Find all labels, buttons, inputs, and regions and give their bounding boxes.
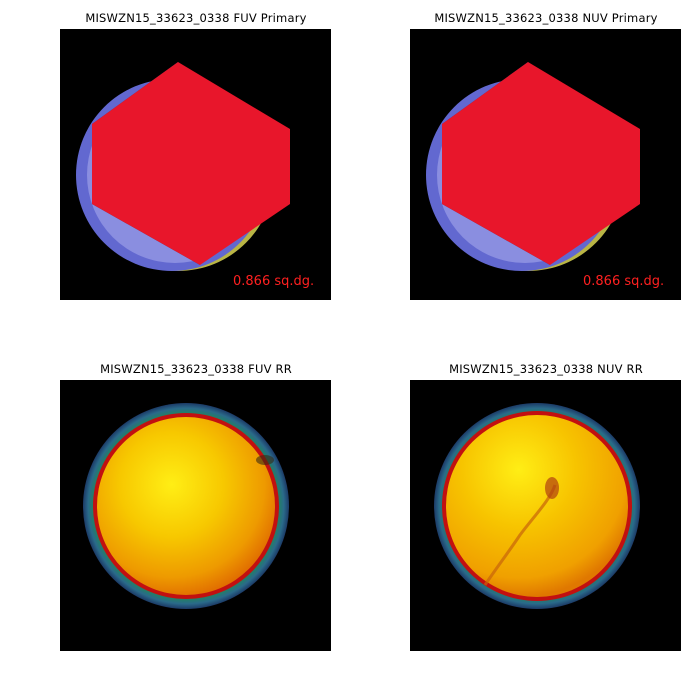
fuv-primary-area-label: 0.866 sq.dg. (233, 274, 315, 289)
nuv-primary-area-label: 0.866 sq.dg. (583, 274, 665, 289)
nuv-rr-title: MISWZN15_33623_0338 NUV RR (449, 362, 643, 376)
fuv-primary-image: 0.866 sq.dg. (60, 29, 331, 300)
nuv-rr-image (410, 380, 681, 651)
fuv-rr-response-disk (97, 417, 275, 595)
nuv-primary-image: 0.866 sq.dg. (410, 29, 681, 300)
nuv-primary-hexagon (442, 62, 640, 265)
fuv-rr-title: MISWZN15_33623_0338 FUV RR (100, 362, 292, 376)
nuv-rr-response-disk (446, 415, 628, 597)
fuv-primary-hexagon (92, 62, 290, 265)
nuv-primary-title: MISWZN15_33623_0338 NUV Primary (434, 11, 658, 25)
fuv-rr-image (60, 380, 331, 651)
fuv-primary-title: MISWZN15_33623_0338 FUV Primary (85, 11, 307, 25)
